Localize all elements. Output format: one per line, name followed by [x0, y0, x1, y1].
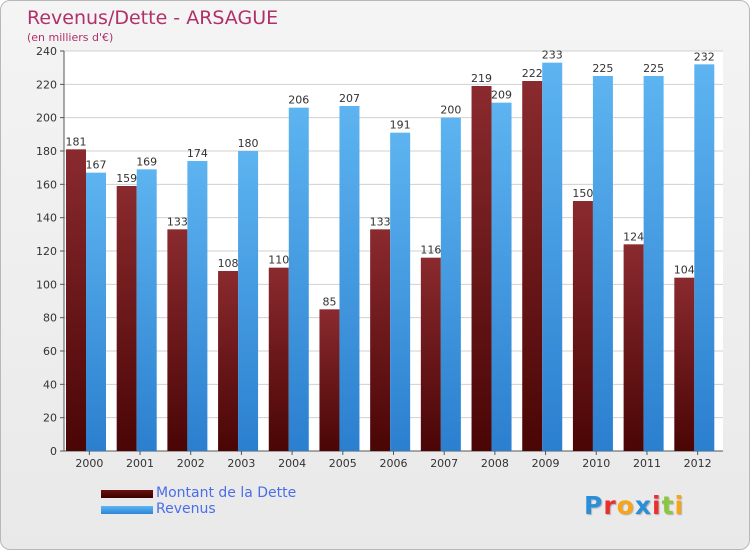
x-tick-label: 2000 — [75, 457, 103, 470]
y-tick-label: 20 — [43, 412, 57, 425]
bar-dette — [572, 201, 593, 451]
y-tick-label: 240 — [36, 45, 57, 58]
y-tick-label: 80 — [43, 312, 57, 325]
y-tick-label: 220 — [36, 78, 57, 91]
bar-dette — [66, 149, 86, 452]
data-label: 110 — [268, 254, 289, 267]
x-tick-label: 2006 — [380, 457, 408, 470]
logo-letter: i — [674, 491, 685, 520]
bar-revenus — [542, 62, 563, 452]
y-tick-label: 140 — [36, 212, 57, 225]
data-label: 191 — [390, 119, 411, 132]
y-tick-label: 180 — [36, 145, 57, 158]
bar-revenus — [390, 132, 411, 451]
y-tick-label: 0 — [50, 445, 57, 458]
logo-letter: x — [634, 491, 652, 520]
bar-revenus — [491, 102, 512, 452]
bar-dette — [167, 229, 188, 451]
bar-revenus — [288, 107, 309, 452]
bar-revenus — [136, 169, 157, 452]
data-label: 133 — [167, 215, 188, 228]
bar-revenus — [339, 106, 360, 451]
x-tick-label: 2007 — [430, 457, 458, 470]
data-label: 232 — [694, 50, 715, 63]
x-tick-label: 2010 — [582, 457, 610, 470]
x-tick-label: 2012 — [684, 457, 712, 470]
data-label: 180 — [238, 137, 259, 150]
y-tick-label: 200 — [36, 112, 57, 125]
data-label: 222 — [522, 67, 543, 80]
logo-letter: o — [616, 491, 635, 520]
chart-subtitle: (en milliers d'€) — [27, 31, 114, 44]
bar-revenus — [187, 161, 208, 451]
logo-letter: P — [584, 491, 604, 520]
bar-dette — [116, 186, 137, 451]
data-label: 169 — [136, 155, 157, 168]
data-label: 167 — [86, 159, 107, 172]
x-tick-label: 2004 — [278, 457, 306, 470]
data-label: 225 — [592, 62, 613, 75]
bar-revenus — [643, 76, 664, 451]
bar-revenus — [238, 151, 259, 451]
x-tick-label: 2003 — [227, 457, 255, 470]
data-label: 200 — [440, 104, 461, 117]
x-tick-label: 2005 — [329, 457, 357, 470]
bar-dette — [420, 257, 441, 451]
bar-revenus — [592, 76, 613, 451]
x-tick-label: 2008 — [481, 457, 509, 470]
data-label: 225 — [643, 62, 664, 75]
x-tick-label: 2001 — [126, 457, 154, 470]
data-label: 174 — [187, 147, 208, 160]
x-tick-label: 2011 — [633, 457, 661, 470]
y-tick-label: 100 — [36, 278, 57, 291]
logo-letter: r — [603, 491, 617, 520]
legend-swatch-dette — [101, 490, 153, 498]
data-label: 124 — [623, 230, 644, 243]
legend-label-dette: Montant de la Dette — [156, 485, 297, 501]
logo-letter: t — [661, 491, 675, 520]
data-label: 206 — [288, 94, 309, 107]
bar-revenus — [86, 172, 106, 451]
data-label: 233 — [542, 49, 563, 62]
bar-dette — [370, 229, 391, 451]
chart-title: Revenus/Dette - ARSAGUE — [27, 7, 279, 29]
data-label: 104 — [674, 264, 695, 277]
bar-revenus — [440, 117, 461, 452]
bar-revenus — [694, 64, 715, 452]
bar-dette — [319, 309, 340, 451]
bar-dette — [218, 271, 239, 451]
legend-swatch-revenus — [101, 506, 153, 514]
data-label: 207 — [339, 92, 360, 105]
y-tick-label: 60 — [43, 345, 57, 358]
proxiti-logo: Proxiti — [584, 491, 684, 520]
y-tick-label: 160 — [36, 178, 57, 191]
data-label: 116 — [420, 244, 441, 257]
bar-dette — [623, 244, 644, 451]
y-tick-label: 120 — [36, 245, 57, 258]
data-label: 219 — [471, 72, 492, 85]
bar-dette — [268, 267, 289, 451]
data-label: 85 — [322, 295, 336, 308]
logo-letter: i — [652, 491, 662, 520]
x-tick-label: 2002 — [177, 457, 205, 470]
bar-dette — [522, 81, 543, 451]
bar-dette — [471, 86, 492, 451]
data-label: 209 — [491, 89, 512, 102]
data-label: 133 — [370, 215, 391, 228]
bar-dette — [674, 277, 695, 451]
x-tick-label: 2009 — [532, 457, 560, 470]
legend-label-revenus: Revenus — [156, 501, 216, 517]
data-label: 108 — [218, 257, 239, 270]
data-label: 150 — [572, 187, 593, 200]
data-label: 181 — [66, 135, 87, 148]
y-tick-label: 40 — [43, 378, 57, 391]
data-label: 159 — [116, 172, 137, 185]
